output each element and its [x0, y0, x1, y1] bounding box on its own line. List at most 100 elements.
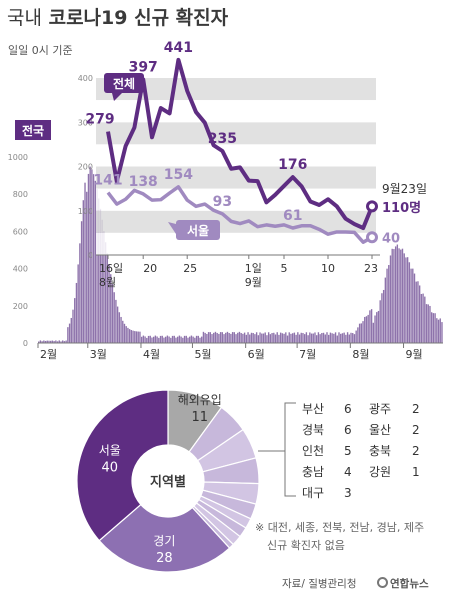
- national-daily-bar: [41, 341, 43, 343]
- national-daily-bar: [156, 336, 158, 343]
- national-daily-bar: [92, 174, 95, 343]
- national-daily-bar: [118, 312, 121, 343]
- national-daily-bar: [228, 332, 230, 343]
- national-daily-bar: [420, 293, 423, 343]
- national-month-label: 6월: [248, 348, 265, 361]
- seoul-data-label: 61: [283, 208, 302, 224]
- national-daily-bar: [312, 333, 314, 343]
- national-daily-bar: [376, 312, 378, 343]
- national-daily-bar: [166, 335, 169, 343]
- line-grid-band-white: [96, 232, 376, 255]
- title-main: 코로나19 신규 확진자: [48, 7, 229, 29]
- legend-region: 광주: [369, 402, 391, 416]
- national-daily-bar: [207, 332, 210, 343]
- national-daily-bar: [316, 335, 318, 343]
- national-daily-bar: [190, 335, 193, 343]
- pie-note-line: 신규 확진자 없음: [267, 539, 345, 552]
- national-daily-bar: [267, 332, 270, 343]
- national-daily-bar: [60, 341, 62, 343]
- national-daily-bar: [44, 340, 47, 343]
- national-daily-bar: [303, 334, 306, 343]
- seoul-data-label: 141: [93, 173, 122, 189]
- national-daily-bar: [39, 340, 42, 343]
- national-daily-bar: [346, 332, 349, 343]
- national-y-tick-label: 0: [23, 339, 28, 348]
- title-prefix: 국내: [7, 7, 42, 29]
- seoul-end-value-label: 40: [382, 231, 400, 246]
- seoul-series-name: 서울: [187, 223, 209, 238]
- national-daily-bar: [333, 333, 335, 343]
- legend-value: 1: [412, 465, 420, 479]
- legend-value: 4: [344, 465, 352, 479]
- national-daily-bar: [146, 337, 148, 343]
- total-series-tag: [104, 73, 144, 93]
- national-daily-bar: [343, 332, 345, 343]
- legend-bracket: [284, 402, 296, 497]
- national-daily-bar: [96, 189, 98, 343]
- national-daily-bar: [192, 336, 194, 343]
- national-daily-bar: [293, 332, 296, 343]
- national-daily-bar: [91, 169, 93, 343]
- national-daily-bar: [281, 333, 284, 343]
- national-daily-bar: [295, 334, 297, 343]
- national-daily-bar: [221, 332, 223, 343]
- national-daily-bar: [266, 335, 268, 343]
- national-daily-bar: [341, 333, 344, 343]
- national-daily-bar: [89, 166, 91, 343]
- national-daily-bar: [384, 277, 387, 343]
- total-data-label: 176: [278, 157, 307, 173]
- national-daily-bar: [43, 340, 45, 343]
- pie-slice-value: 40: [102, 460, 119, 475]
- national-daily-bar: [245, 334, 248, 343]
- legend-value: 2: [412, 423, 420, 437]
- national-daily-bar: [134, 331, 136, 343]
- national-y-tick-label: 600: [13, 227, 28, 236]
- national-daily-bar: [377, 310, 380, 343]
- legend-region: 인천: [302, 443, 324, 458]
- national-daily-bar: [434, 313, 436, 343]
- national-daily-bar: [218, 333, 220, 343]
- national-daily-bar: [120, 316, 122, 343]
- national-daily-bar: [206, 333, 208, 343]
- total-data-label: 279: [85, 112, 114, 128]
- national-daily-bar: [139, 331, 141, 343]
- national-daily-bar: [50, 340, 52, 343]
- national-daily-bar: [338, 332, 340, 343]
- national-daily-bar: [104, 242, 107, 343]
- national-daily-bar: [201, 336, 203, 343]
- national-daily-bar: [329, 332, 332, 343]
- national-daily-bar: [437, 319, 440, 343]
- legend-value: 2: [412, 444, 420, 458]
- national-month-label: 2월: [40, 348, 57, 361]
- national-daily-bar: [250, 332, 253, 343]
- line-grid-band-white: [96, 100, 376, 123]
- national-daily-bar: [77, 264, 79, 343]
- national-daily-bar: [432, 313, 435, 343]
- national-month-label: 9월: [406, 348, 423, 361]
- national-daily-bar: [164, 336, 167, 343]
- total-end-value-label: 110명: [382, 200, 421, 216]
- national-daily-bar: [336, 335, 338, 343]
- national-daily-bar: [67, 327, 69, 343]
- national-daily-bar: [441, 322, 443, 343]
- national-daily-bar: [101, 219, 103, 343]
- national-daily-bar: [365, 316, 368, 343]
- national-daily-bar: [345, 334, 347, 343]
- national-daily-bar: [326, 332, 328, 343]
- national-daily-bar: [401, 248, 404, 343]
- legend-value: 5: [344, 444, 352, 458]
- legend-value: 3: [344, 486, 352, 500]
- national-daily-bar: [374, 315, 376, 343]
- national-daily-bar: [68, 323, 71, 343]
- national-daily-bar: [394, 246, 397, 343]
- national-daily-bar: [84, 182, 86, 343]
- national-daily-bar: [183, 335, 186, 343]
- national-daily-bar: [180, 336, 182, 343]
- national-daily-bar: [360, 323, 362, 343]
- national-daily-bar: [137, 331, 139, 343]
- national-daily-bar: [279, 332, 282, 343]
- national-daily-bar: [285, 332, 287, 343]
- national-daily-bar: [48, 340, 50, 343]
- national-month-label: 8월: [352, 348, 369, 361]
- national-month-label: 5월: [194, 348, 211, 361]
